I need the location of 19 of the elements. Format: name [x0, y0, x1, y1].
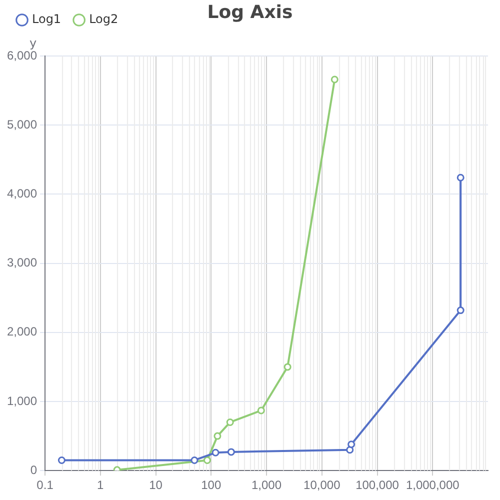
x-tick-label: 0.1	[36, 478, 54, 492]
x-tick-label: 100,000	[356, 478, 400, 492]
y-axis-title: y	[29, 36, 37, 50]
y-tick-label: 4,000	[7, 186, 38, 201]
x-tick-label: 100	[201, 478, 222, 492]
x-tick-label: 10	[149, 478, 163, 492]
x-tick-label: 1,000	[252, 478, 282, 492]
y-tick-label: 3,000	[7, 256, 38, 270]
legend-label: Log2	[89, 12, 118, 26]
y-tick-label: 6,000	[7, 48, 38, 62]
y-tick-label: 1,000	[7, 394, 38, 408]
x-tick-label: 1	[97, 478, 104, 492]
y-tick-label: 2,000	[7, 324, 38, 339]
x-tick-label: 10,000	[304, 478, 341, 492]
y-tick-label: 5,000	[7, 117, 38, 132]
y-tick-label: 0	[30, 462, 38, 477]
chart-title: Log Axis	[207, 2, 293, 23]
legend-label: Log1	[32, 12, 62, 26]
x-tick-label: 1,000,000	[406, 478, 460, 492]
